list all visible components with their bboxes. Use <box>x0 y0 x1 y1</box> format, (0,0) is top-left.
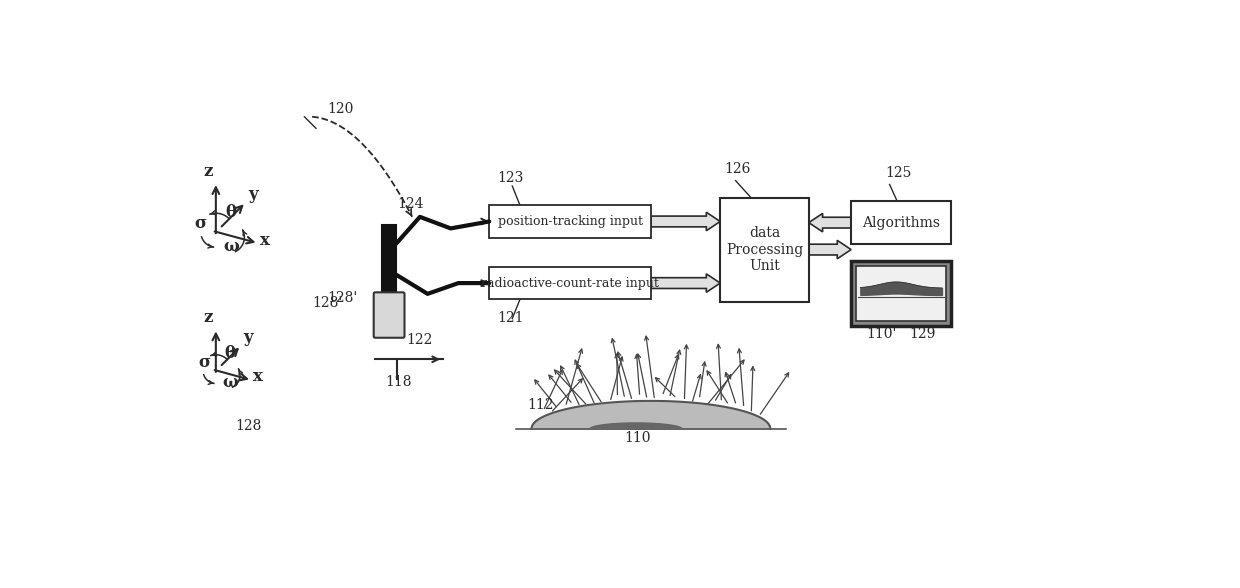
Text: 126: 126 <box>724 162 750 176</box>
Text: z: z <box>203 309 213 326</box>
Polygon shape <box>808 240 851 259</box>
Text: 125: 125 <box>885 166 913 180</box>
Text: θ: θ <box>226 204 237 221</box>
Text: 128': 128' <box>327 290 358 305</box>
FancyBboxPatch shape <box>382 225 396 294</box>
Text: x: x <box>253 369 263 386</box>
FancyBboxPatch shape <box>373 292 404 338</box>
Text: σ: σ <box>195 215 207 232</box>
FancyBboxPatch shape <box>720 198 808 302</box>
Text: 120: 120 <box>327 102 353 116</box>
Polygon shape <box>651 274 720 292</box>
Text: y: y <box>248 186 258 203</box>
Text: 128': 128' <box>312 296 342 310</box>
Polygon shape <box>808 213 851 232</box>
Text: 110': 110' <box>867 327 897 341</box>
Text: 121: 121 <box>497 312 523 325</box>
Text: 112: 112 <box>528 398 554 412</box>
Text: 129: 129 <box>909 327 935 341</box>
FancyBboxPatch shape <box>490 267 651 299</box>
Text: 118: 118 <box>386 375 412 389</box>
Text: 123: 123 <box>497 171 523 185</box>
FancyBboxPatch shape <box>851 202 951 244</box>
Text: z: z <box>203 163 213 180</box>
Text: y: y <box>243 329 253 346</box>
Text: 128: 128 <box>236 419 262 433</box>
Text: position-tracking input: position-tracking input <box>497 215 642 228</box>
Text: x: x <box>260 232 270 249</box>
FancyBboxPatch shape <box>490 205 651 238</box>
Polygon shape <box>651 212 720 230</box>
Text: data
Processing
Unit: data Processing Unit <box>725 226 804 273</box>
Text: ω: ω <box>222 374 238 391</box>
Text: 110: 110 <box>624 432 651 446</box>
Text: 124: 124 <box>398 196 424 211</box>
FancyBboxPatch shape <box>857 266 946 321</box>
Text: σ: σ <box>198 355 211 372</box>
Text: 122: 122 <box>407 333 433 347</box>
Text: θ: θ <box>224 345 236 362</box>
FancyBboxPatch shape <box>851 260 951 326</box>
Text: ω: ω <box>223 238 239 255</box>
Text: radioactive-count-rate input: radioactive-count-rate input <box>481 276 658 289</box>
Text: Algorithms: Algorithms <box>862 216 940 230</box>
